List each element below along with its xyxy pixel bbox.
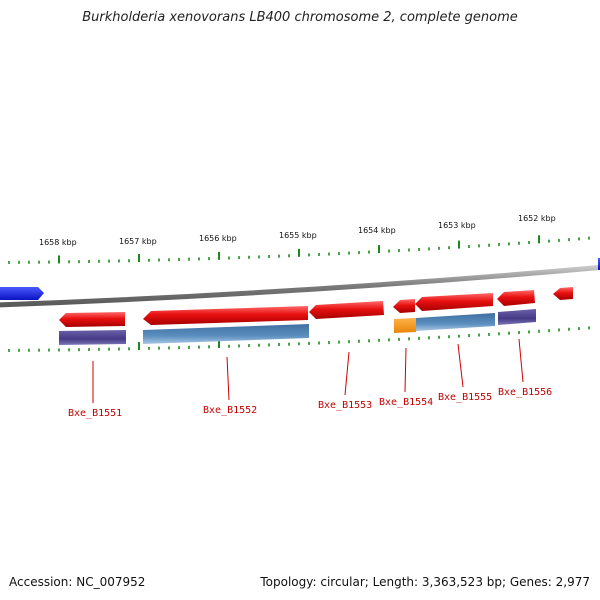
- gene-track: [59, 287, 573, 327]
- gene-label-bxe-b1555[interactable]: Bxe_B1555: [438, 392, 492, 403]
- kbp-label-1656: 1656 kbp: [199, 234, 237, 243]
- kbp-label-1652: 1652 kbp: [518, 214, 556, 223]
- cds-track: [59, 309, 536, 345]
- gene-arrow-bxe-b1554[interactable]: [393, 299, 415, 313]
- label-leader-lines: [92, 338, 524, 403]
- accession-label: Accession: NC_007952: [9, 575, 146, 589]
- gene-arrow-bxe-b1551[interactable]: [59, 312, 125, 327]
- cds-bar-bxe-b1555[interactable]: [416, 313, 495, 331]
- kbp-label-1653: 1653 kbp: [438, 221, 476, 230]
- genome-stats-label: Topology: circular; Length: 3,363,523 bp…: [260, 575, 590, 589]
- leader-line-bxe-b1556: [518, 338, 524, 383]
- ruler-ticks-top: [8, 235, 590, 264]
- gene-arrow-bxe-b1556[interactable]: [497, 290, 535, 306]
- figure-title: Burkholderia xenovorans LB400 chromosome…: [82, 10, 518, 25]
- cds-bar-bxe-b1556[interactable]: [498, 309, 536, 325]
- leader-line-bxe-b1552: [226, 356, 230, 401]
- gene-label-bxe-b1556[interactable]: Bxe_B1556: [498, 387, 552, 398]
- ruler-ticks-bottom: [8, 326, 590, 352]
- gene-arrow-next[interactable]: [553, 287, 573, 300]
- kbp-label-1658: 1658 kbp: [39, 238, 77, 247]
- leader-line-bxe-b1553: [344, 351, 350, 396]
- cds-bar-bxe-b1552[interactable]: [143, 324, 309, 344]
- gene-label-bxe-b1552[interactable]: Bxe_B1552: [203, 405, 257, 416]
- neighbor-gene-left[interactable]: [0, 287, 44, 300]
- gene-arrow-bxe-b1552[interactable]: [143, 306, 308, 325]
- kbp-label-1654: 1654 kbp: [358, 226, 396, 235]
- gene-label-bxe-b1553[interactable]: Bxe_B1553: [318, 400, 372, 411]
- gene-arrow-bxe-b1555[interactable]: [415, 293, 493, 311]
- leader-line-bxe-b1555: [457, 343, 464, 388]
- chromosome-backbone: [0, 264, 600, 308]
- kbp-label-1657: 1657 kbp: [119, 237, 157, 246]
- cds-bar-bxe-b1551[interactable]: [59, 330, 126, 345]
- cds-bar-bxe-b1554-orange[interactable]: [394, 318, 416, 333]
- gene-labels: Bxe_B1551 Bxe_B1552 Bxe_B1553 Bxe_B1554 …: [68, 387, 552, 419]
- gene-label-bxe-b1551[interactable]: Bxe_B1551: [68, 408, 122, 419]
- gene-arrow-bxe-b1553[interactable]: [309, 301, 384, 319]
- kbp-label-1655: 1655 kbp: [279, 231, 317, 240]
- gene-label-bxe-b1554[interactable]: Bxe_B1554: [379, 397, 433, 408]
- kbp-scale-labels: 1658 kbp 1657 kbp 1656 kbp 1655 kbp 1654…: [39, 214, 556, 247]
- leader-line-bxe-b1554: [404, 347, 407, 393]
